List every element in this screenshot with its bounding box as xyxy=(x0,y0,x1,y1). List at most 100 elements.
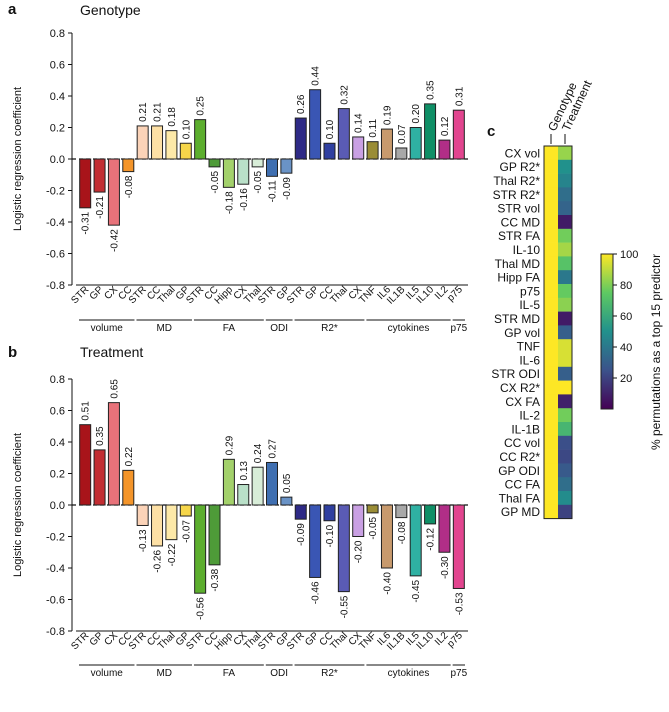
heatmap-cell xyxy=(544,159,558,174)
bar xyxy=(424,103,437,160)
y-tick-label: -0.6 xyxy=(46,595,65,607)
bar-value-label: 0.51 xyxy=(81,401,92,421)
group-label: cytokines xyxy=(388,668,430,679)
bar xyxy=(165,504,178,541)
heatmap-cell xyxy=(558,242,572,257)
bar-value-label: -0.55 xyxy=(339,595,350,618)
panel-a-letter: a xyxy=(8,1,17,18)
colorbar-tick-label: 40 xyxy=(620,342,632,354)
heatmap-cell xyxy=(558,187,572,202)
bar-value-label: 0.13 xyxy=(239,461,250,481)
y-tick-label: 0.0 xyxy=(50,500,65,512)
panel-b-letter: b xyxy=(8,344,17,361)
heatmap-cell xyxy=(544,228,558,243)
bar xyxy=(179,504,192,517)
bar-value-label: -0.22 xyxy=(167,543,178,566)
colorbar xyxy=(600,253,614,410)
heatmap-row-label: IL-1B xyxy=(511,422,540,436)
bar-value-label: 0.35 xyxy=(95,426,106,446)
heatmap-cell xyxy=(544,215,558,230)
heatmap-cell xyxy=(544,270,558,285)
bar xyxy=(136,125,149,160)
bar-value-label: -0.26 xyxy=(153,550,164,573)
group-label: MD xyxy=(156,323,172,334)
heatmap-cell xyxy=(544,394,558,409)
heatmap-cell xyxy=(544,146,558,161)
bar-value-label: 0.10 xyxy=(325,119,336,139)
bar xyxy=(294,504,307,520)
y-tick-label: 0.6 xyxy=(50,60,65,72)
bar-value-label: 0.27 xyxy=(268,439,279,459)
heatmap-cell xyxy=(558,146,572,161)
bar-value-label: 0.14 xyxy=(354,113,365,133)
bar-value-label: 0.44 xyxy=(311,66,322,86)
heatmap-cell xyxy=(544,449,558,464)
bar-value-label: 0.35 xyxy=(426,80,437,100)
heatmap-row-label: Thal R2* xyxy=(493,174,540,188)
bar xyxy=(194,119,207,160)
bar xyxy=(337,504,350,593)
bar xyxy=(409,127,422,160)
bar-value-label: 0.24 xyxy=(253,443,264,463)
bar xyxy=(208,504,221,566)
bar xyxy=(122,469,135,506)
bar-value-label: 0.25 xyxy=(196,96,207,116)
heatmap-cell xyxy=(558,297,572,312)
y-tick-label: 0.6 xyxy=(50,406,65,418)
heatmap-row-label: IL-10 xyxy=(513,243,541,257)
bar-value-label: 0.21 xyxy=(138,102,149,122)
bar-value-label: -0.21 xyxy=(95,196,106,219)
bar-value-label: 0.12 xyxy=(440,116,451,136)
group-label: FA xyxy=(223,323,236,334)
heatmap-row-label: GP MD xyxy=(501,505,540,519)
bar-value-label: 0.21 xyxy=(153,102,164,122)
bar xyxy=(366,141,379,160)
bar xyxy=(222,458,235,506)
bar-value-label: 0.11 xyxy=(368,119,379,138)
y-tick-label: -0.8 xyxy=(46,280,65,292)
bar-value-label: 0.29 xyxy=(224,435,235,455)
bar xyxy=(107,402,120,506)
heatmap-cell xyxy=(544,504,558,519)
bar xyxy=(395,147,408,160)
bar-value-label: -0.13 xyxy=(138,529,149,552)
heatmap-cell xyxy=(544,380,558,395)
bar-value-label: -0.05 xyxy=(368,516,379,539)
bar-value-label: 0.22 xyxy=(124,446,135,466)
y-tick-label: 0.8 xyxy=(50,28,65,40)
bar xyxy=(409,504,422,577)
heatmap-cell xyxy=(544,422,558,437)
bar-value-label: -0.42 xyxy=(109,229,120,252)
heatmap-row-label: CC MD xyxy=(501,215,541,229)
heatmap-cell xyxy=(558,463,572,478)
y-tick-label: 0.0 xyxy=(50,154,65,166)
heatmap-cell xyxy=(558,435,572,450)
colorbar-tick-label: 100 xyxy=(620,249,638,261)
bar xyxy=(79,158,92,209)
bar-value-label: 0.05 xyxy=(282,473,293,493)
group-label: R2* xyxy=(321,323,338,334)
heatmap-cell xyxy=(544,242,558,257)
bar xyxy=(294,117,307,160)
heatmap-cell xyxy=(544,311,558,326)
bar xyxy=(151,504,164,547)
bar-value-label: -0.05 xyxy=(253,170,264,193)
bar-value-label: -0.56 xyxy=(196,597,207,620)
treatment-bar-chart: b Treatment 0.8 0.6 0.4 0.2 0.0 -0.2 -0.4 -0.6 -… xyxy=(8,344,470,679)
bar-value-label: 0.31 xyxy=(454,86,465,106)
y-axis-title: Logistic regression coefficient xyxy=(12,433,24,577)
heatmap-row-label: STR vol xyxy=(497,202,540,216)
bar xyxy=(136,504,149,526)
group-label: FA xyxy=(223,668,236,679)
y-tick-label: -0.8 xyxy=(46,626,65,638)
heatmap-cell xyxy=(544,173,558,188)
panel-b-title: Treatment xyxy=(80,344,143,360)
heatmap-row-label: CC R2* xyxy=(499,450,540,464)
heatmap-cell xyxy=(558,477,572,492)
heatmap-row-label: Hipp FA xyxy=(497,271,540,285)
bar-value-label: -0.53 xyxy=(454,592,465,615)
bar xyxy=(194,504,207,594)
heatmap-cell xyxy=(558,228,572,243)
colorbar-tick-label: 20 xyxy=(620,373,632,385)
